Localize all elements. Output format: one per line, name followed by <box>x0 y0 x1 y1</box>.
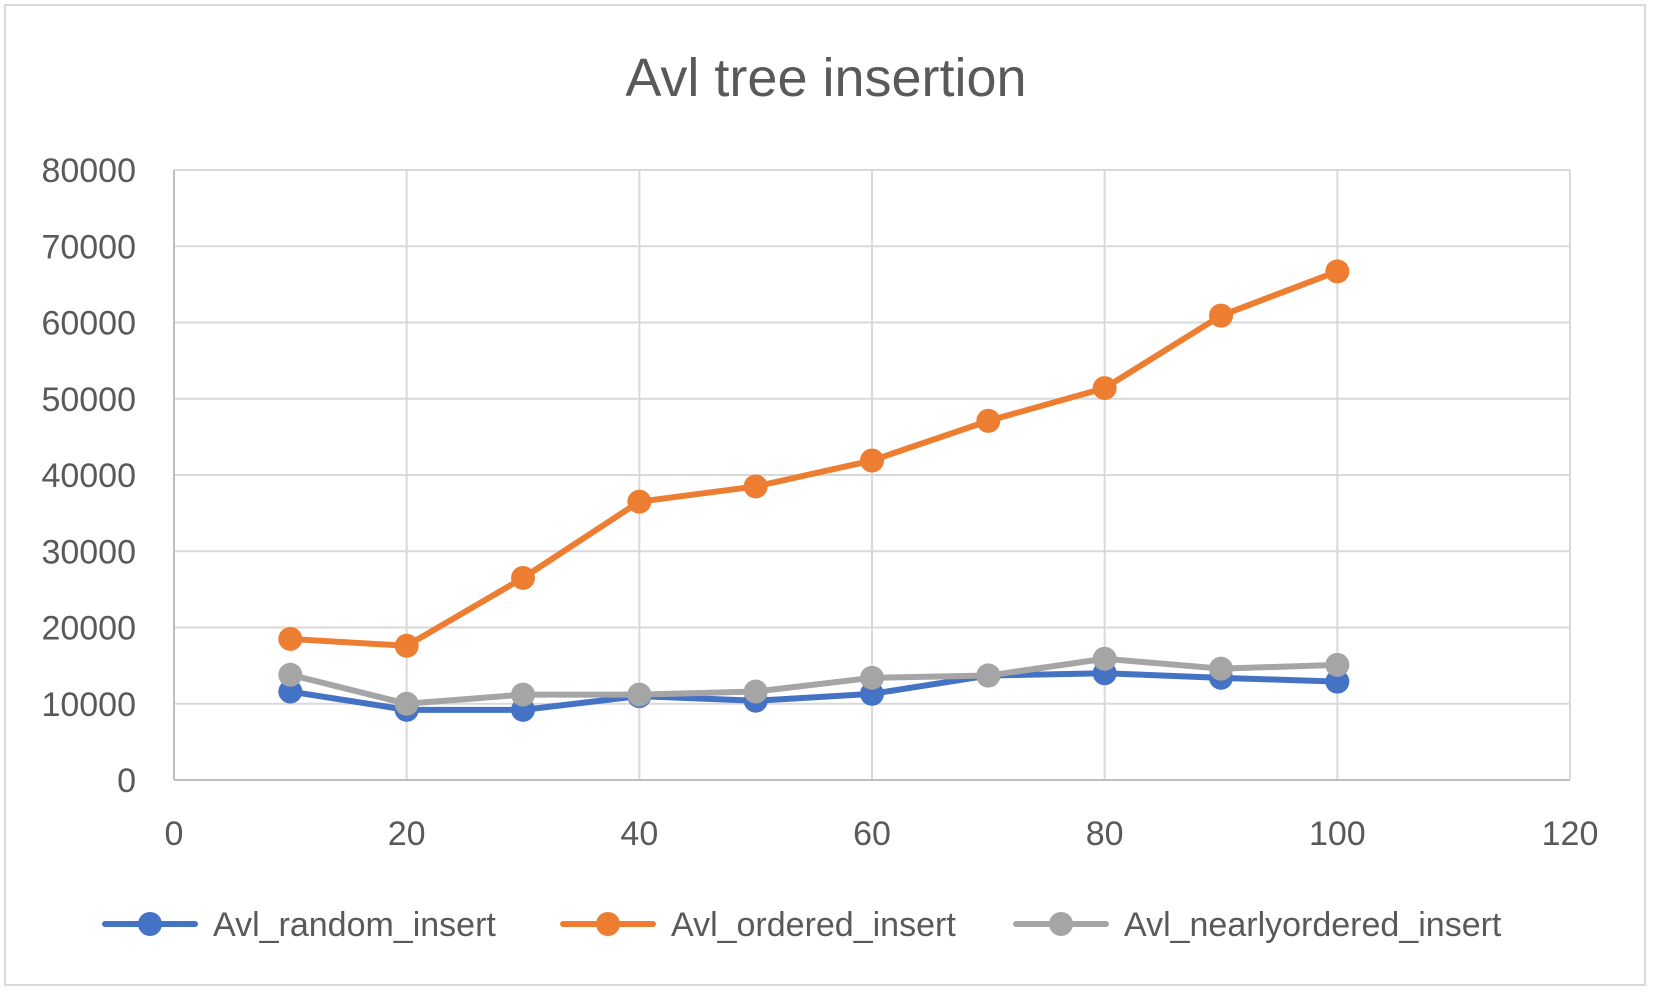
legend-swatch-marker <box>138 912 162 936</box>
y-tick-label: 0 <box>117 762 136 800</box>
data-point <box>394 691 419 716</box>
x-tick-label: 80 <box>1086 815 1124 853</box>
x-tick-label: 20 <box>388 815 426 853</box>
series-Avl_ordered_insert <box>278 259 1350 658</box>
data-point <box>1325 669 1350 694</box>
series-line <box>287 268 1341 649</box>
series-Avl_nearlyordered_insert <box>278 646 1350 716</box>
data-point <box>1325 652 1350 677</box>
data-point <box>743 679 768 704</box>
data-point <box>1092 646 1117 671</box>
y-tick-label: 50000 <box>41 381 136 419</box>
data-point <box>278 662 303 687</box>
x-tick-label: 40 <box>620 815 658 853</box>
x-tick-label: 100 <box>1309 815 1366 853</box>
legend-label: Avl_nearlyordered_insert <box>1124 906 1502 944</box>
chart-title: Avl tree insertion <box>625 48 1026 108</box>
x-tick-label: 0 <box>165 815 184 853</box>
data-point <box>1209 656 1233 681</box>
legend-swatch-marker <box>1049 912 1073 936</box>
data-point <box>627 489 652 514</box>
legend: Avl_random_insert Avl_ordered_insert Avl_n… <box>102 906 1502 944</box>
data-point <box>278 679 303 704</box>
x-tick-label: 120 <box>1542 815 1599 853</box>
axis-layer: 0 10000 20000 30000 40000 50000 60000 70000 8000… <box>41 152 1598 853</box>
series-line <box>287 655 1341 707</box>
data-point <box>394 633 419 658</box>
data-point <box>1092 376 1117 401</box>
legend-item: Avl_nearlyordered_insert <box>1013 906 1502 944</box>
y-tick-label: 60000 <box>41 305 136 343</box>
series-line <box>287 670 1341 713</box>
data-point <box>511 682 535 707</box>
data-point <box>860 448 884 473</box>
data-point <box>743 474 768 499</box>
legend-label: Avl_ordered_insert <box>671 906 956 944</box>
legend-item: Avl_ordered_insert <box>560 906 956 944</box>
y-tick-label: 10000 <box>41 686 136 724</box>
y-tick-label: 30000 <box>41 533 136 571</box>
data-point <box>860 665 884 690</box>
series-Avl_random_insert <box>278 661 1350 722</box>
y-tick-label: 40000 <box>41 457 136 495</box>
data-point <box>278 626 303 651</box>
data-point <box>1209 303 1233 328</box>
data-point <box>1325 259 1350 284</box>
y-tick-label: 80000 <box>41 152 136 190</box>
y-tick-label: 70000 <box>41 228 136 266</box>
legend-label: Avl_random_insert <box>213 906 496 944</box>
data-point <box>627 682 652 707</box>
chart-frame <box>4 4 1646 986</box>
data-point <box>976 408 1001 433</box>
data-point <box>976 663 1001 688</box>
x-tick-label: 60 <box>853 815 891 853</box>
legend-swatch-marker <box>596 912 620 936</box>
series-layer <box>278 259 1350 722</box>
data-point <box>511 565 535 590</box>
legend-item: Avl_random_insert <box>102 906 496 944</box>
y-tick-label: 20000 <box>41 610 136 648</box>
